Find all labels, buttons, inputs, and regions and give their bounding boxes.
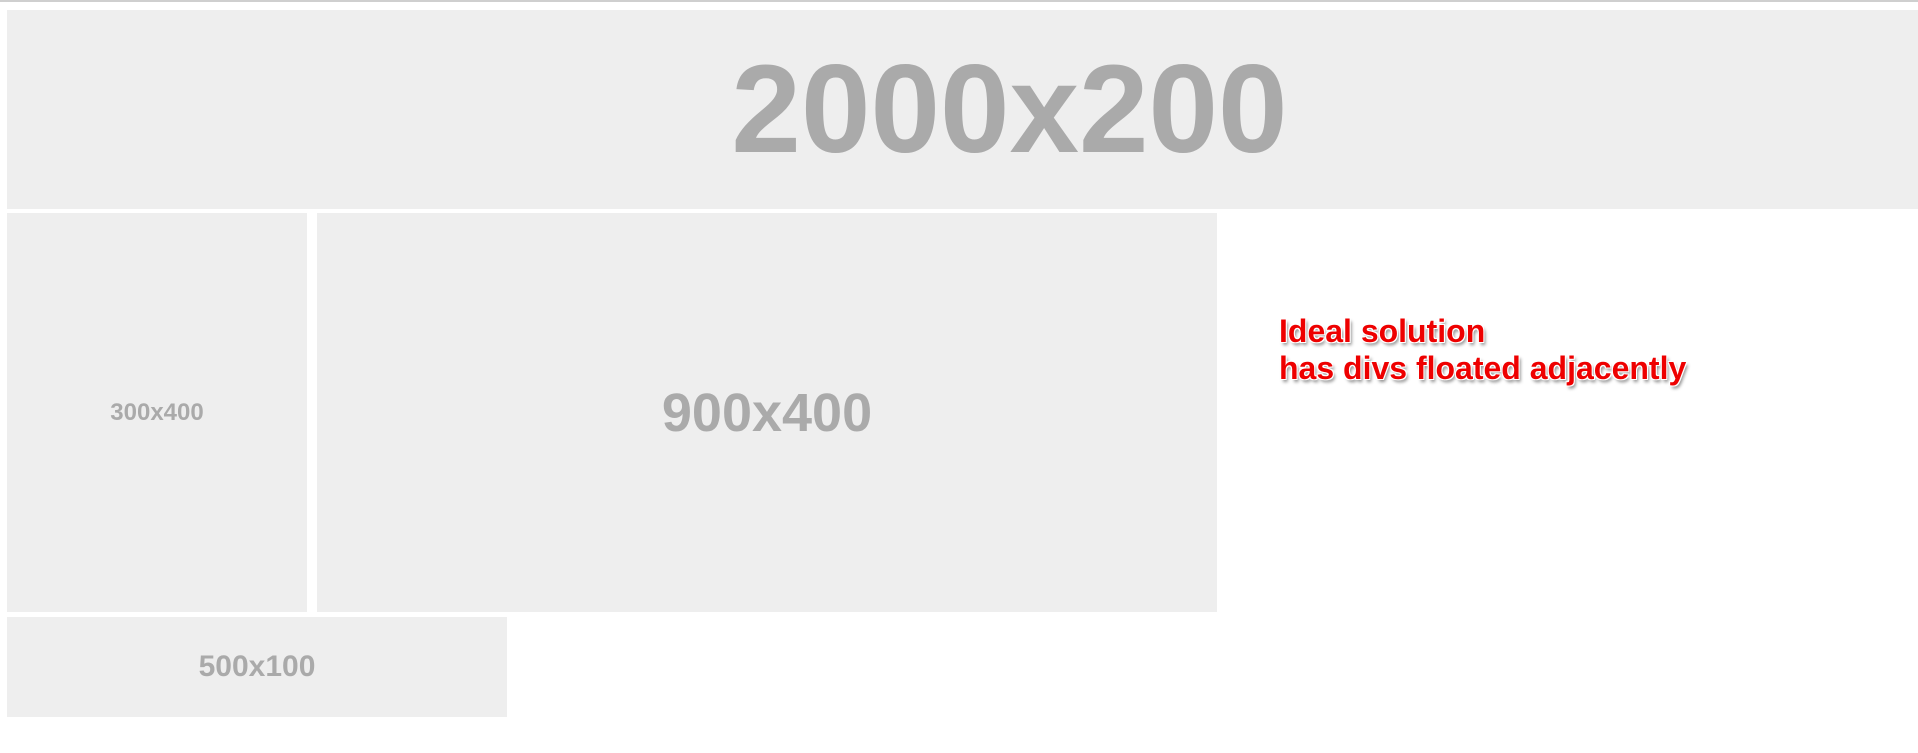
placeholder-image-300x400: 300x400 bbox=[7, 213, 307, 612]
placeholder-label-top: 2000x200 bbox=[731, 40, 1288, 179]
placeholder-label-middle: 900x400 bbox=[661, 382, 873, 443]
placeholder-image-500x100: 500x100 bbox=[7, 617, 507, 717]
placeholder-label-bottom: 500x100 bbox=[198, 650, 316, 683]
top-divider bbox=[0, 0, 1918, 2]
annotation-note: Ideal solution has divs floated adjacent… bbox=[1279, 313, 1686, 387]
annotation-line-2: has divs floated adjacently bbox=[1279, 350, 1687, 386]
annotation-line-1: Ideal solution bbox=[1279, 313, 1486, 349]
placeholder-image-900x400: 900x400 bbox=[317, 213, 1217, 612]
placeholder-label-left: 300x400 bbox=[110, 398, 204, 426]
placeholder-image-2000x200: 2000x200 bbox=[7, 10, 1918, 209]
